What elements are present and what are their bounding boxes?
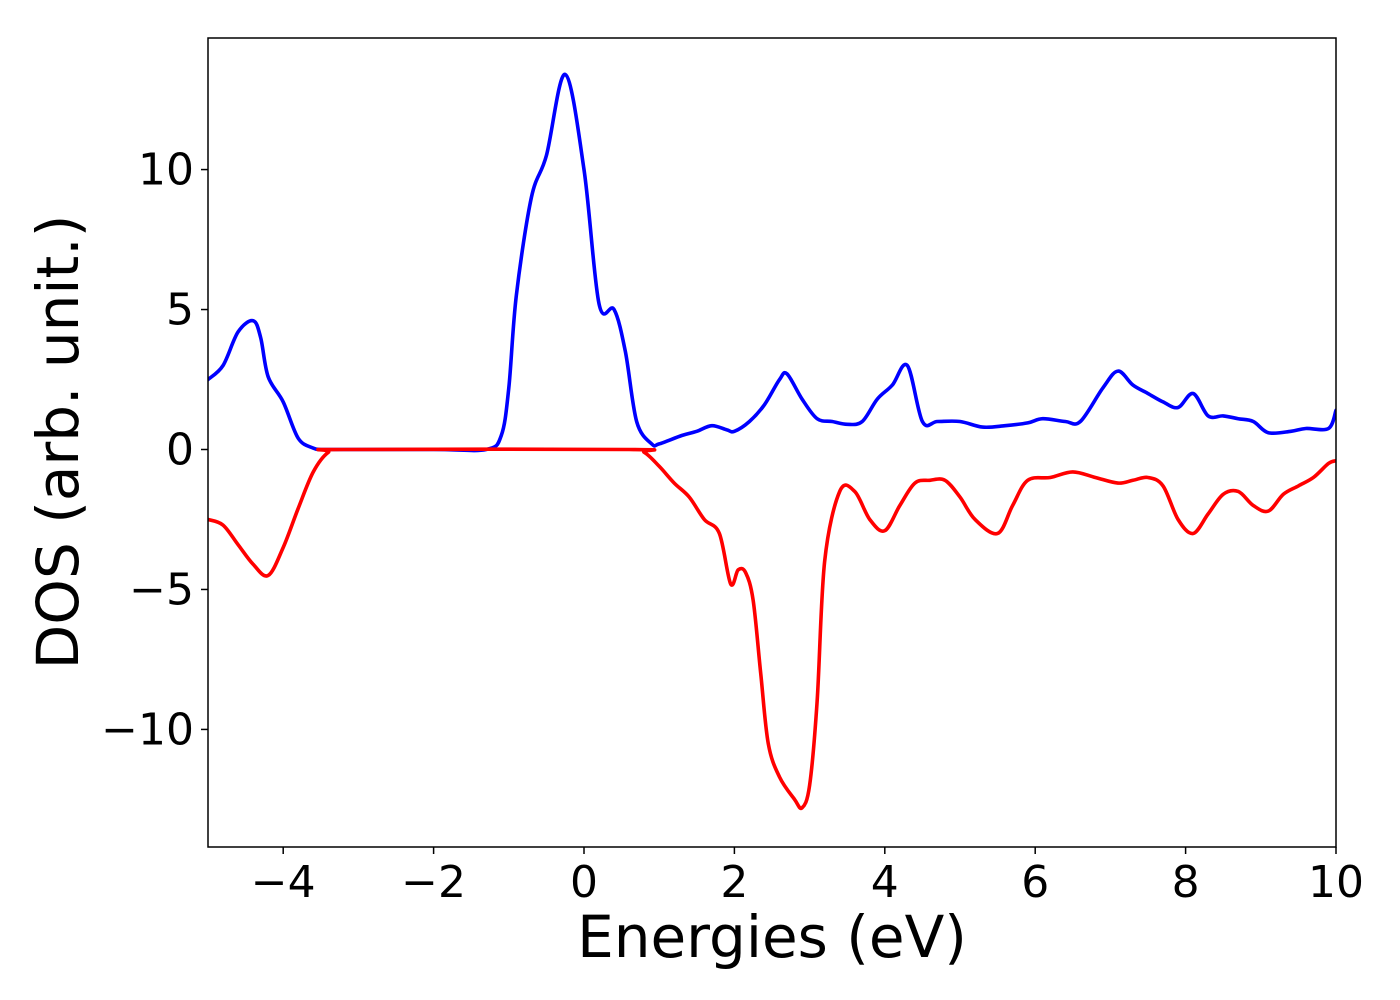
x-tick-label: 4	[871, 857, 899, 908]
x-axis-ticks: −4 −2 0 2 4 6 8 10	[251, 847, 1364, 908]
y-tick-label: 10	[138, 145, 194, 196]
y-tick-label: 5	[166, 285, 194, 336]
x-tick-label: 10	[1308, 857, 1364, 908]
x-tick-label: 0	[570, 857, 598, 908]
x-tick-label: 2	[720, 857, 748, 908]
x-tick-label: 8	[1172, 857, 1200, 908]
x-axis-label: Energies (eV)	[577, 903, 967, 971]
series-layer	[208, 72, 1336, 811]
y-axis-ticks: 10 5 0 −5 −10	[101, 145, 208, 755]
plot-frame	[207, 37, 1337, 848]
x-tick-label: −2	[401, 857, 466, 908]
x-tick-label: 6	[1021, 857, 1049, 908]
dos-series-line-up	[208, 72, 1336, 453]
y-tick-label: 0	[166, 424, 194, 475]
dos-series-line-down	[208, 447, 1336, 811]
x-tick-label: −4	[251, 857, 316, 908]
y-tick-label: −10	[101, 704, 194, 755]
y-axis-label: DOS (arb. unit.)	[24, 215, 92, 670]
y-tick-label: −5	[129, 564, 194, 615]
